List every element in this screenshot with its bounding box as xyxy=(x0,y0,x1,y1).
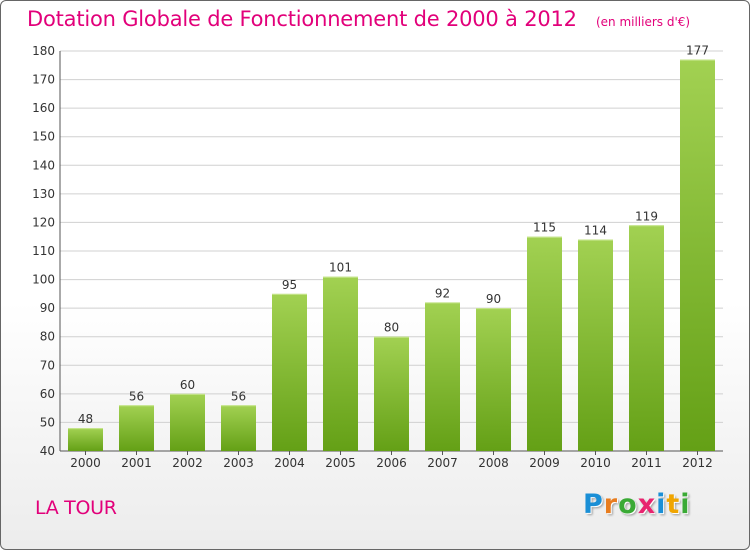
bar xyxy=(272,293,307,451)
y-tick-label: 110 xyxy=(32,244,55,258)
logo-letter: o xyxy=(618,489,638,520)
y-tick-label: 130 xyxy=(32,187,55,201)
bar xyxy=(476,308,511,451)
x-tick-label: 2000 xyxy=(70,456,101,470)
logo-letter: i xyxy=(656,489,667,520)
bar xyxy=(68,428,103,451)
bar xyxy=(119,405,154,451)
data-label: 177 xyxy=(686,44,709,58)
x-tick-label: 2011 xyxy=(631,456,662,470)
y-tick-label: 120 xyxy=(32,215,55,229)
logo-letter: P xyxy=(583,489,604,520)
chart-subtitle: (en milliers d'€) xyxy=(595,15,691,29)
y-tick-label: 70 xyxy=(40,358,55,372)
y-tick-label: 140 xyxy=(32,158,55,172)
y-tick-label: 60 xyxy=(40,387,55,401)
bar xyxy=(221,405,256,451)
commune-name: LA TOUR xyxy=(35,497,117,519)
bar xyxy=(425,302,460,451)
x-tick-label: 2008 xyxy=(478,456,509,470)
y-tick-label: 80 xyxy=(40,330,55,344)
bar xyxy=(629,225,664,451)
x-tick-label: 2010 xyxy=(580,456,611,470)
data-label: 90 xyxy=(486,292,501,306)
bar xyxy=(578,239,613,451)
data-label: 115 xyxy=(533,221,556,235)
y-tick-label: 50 xyxy=(40,415,55,429)
x-tick-label: 2004 xyxy=(274,456,305,470)
data-label: 95 xyxy=(282,278,297,292)
y-tick-label: 100 xyxy=(32,273,55,287)
y-tick-label: 90 xyxy=(40,301,55,315)
data-label: 101 xyxy=(329,261,352,275)
x-tick-label: 2002 xyxy=(172,456,203,470)
bar xyxy=(170,393,205,451)
chart-title: Dotation Globale de Fonctionnement de 20… xyxy=(27,7,577,31)
y-tick-label: 180 xyxy=(32,44,55,58)
logo-letter: r xyxy=(603,489,619,520)
data-label: 114 xyxy=(584,224,607,238)
x-tick-label: 2005 xyxy=(325,456,356,470)
bar xyxy=(527,236,562,451)
title-row: Dotation Globale de Fonctionnement de 20… xyxy=(27,7,690,31)
data-label: 56 xyxy=(129,389,144,403)
logo-letter: i xyxy=(680,489,691,520)
y-tick-label: 150 xyxy=(32,130,55,144)
x-tick-label: 2007 xyxy=(427,456,458,470)
data-label: 80 xyxy=(384,321,399,335)
data-label: 92 xyxy=(435,286,450,300)
x-tick-label: 2003 xyxy=(223,456,254,470)
y-tick-label: 40 xyxy=(40,444,55,458)
labels: 40 50 60 70 80 90 100 110 120 130 140 150 160 170 180 2… xyxy=(32,44,713,470)
y-tick-label: 160 xyxy=(32,101,55,115)
x-tick-label: 2001 xyxy=(121,456,152,470)
data-label: 48 xyxy=(78,412,93,426)
x-tick-label: 2009 xyxy=(529,456,560,470)
x-tick-label: 2012 xyxy=(682,456,713,470)
bars xyxy=(68,59,715,451)
data-label: 119 xyxy=(635,209,658,223)
x-tick-label: 2006 xyxy=(376,456,407,470)
proxiti-logo[interactable]: Proxiti xyxy=(583,489,691,520)
bar xyxy=(680,59,715,451)
y-tick-label: 170 xyxy=(32,73,55,87)
bar xyxy=(374,336,409,451)
data-label: 60 xyxy=(180,378,195,392)
logo-letter: t xyxy=(666,489,681,520)
logo-letter: x xyxy=(637,489,657,520)
data-label: 56 xyxy=(231,389,246,403)
bar xyxy=(323,276,358,451)
